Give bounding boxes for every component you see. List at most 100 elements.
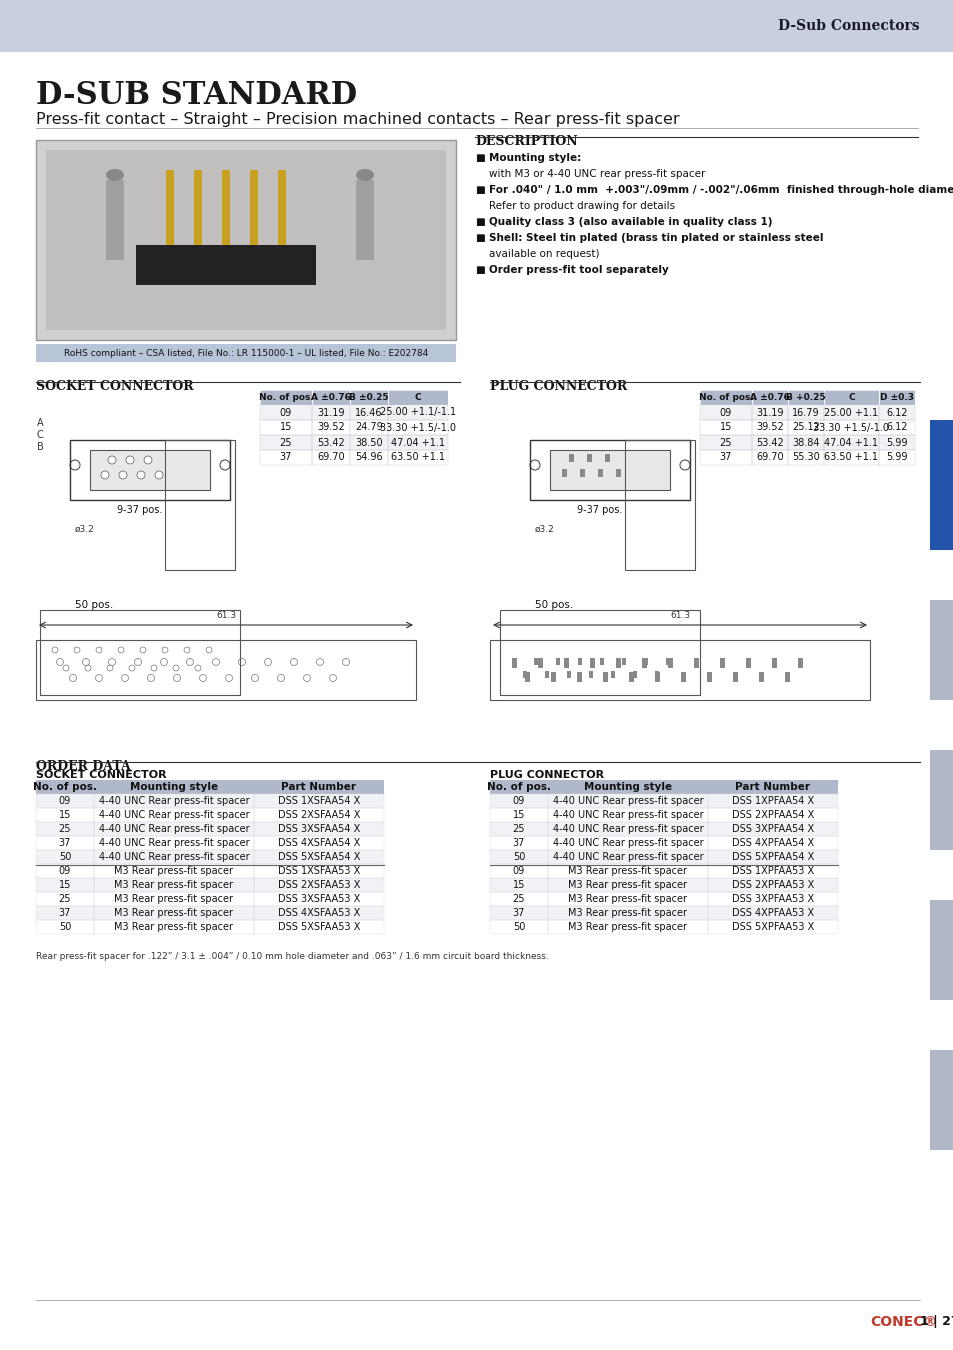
Bar [490, 780, 837, 794]
Bar [253, 809, 384, 822]
Bar [312, 390, 350, 405]
Text: 38.50: 38.50 [355, 437, 382, 447]
Bar [707, 878, 837, 892]
Bar [751, 435, 787, 450]
Circle shape [303, 675, 310, 682]
Bar [0, 0, 953, 53]
Circle shape [151, 666, 157, 671]
Circle shape [342, 659, 349, 666]
Bar [490, 809, 547, 822]
Text: 09: 09 [513, 796, 524, 806]
Bar [700, 390, 751, 405]
Text: B: B [36, 441, 43, 452]
Bar [561, 468, 566, 477]
Text: 33.30 +1.5/-1.0: 33.30 +1.5/-1.0 [379, 423, 456, 432]
Bar [751, 390, 787, 405]
Bar [547, 822, 707, 836]
Text: DSS 1XPFAA54 X: DSS 1XPFAA54 X [731, 796, 813, 806]
Bar [878, 390, 914, 405]
Text: 15: 15 [59, 810, 71, 819]
Circle shape [140, 647, 146, 653]
Bar [547, 822, 707, 836]
Text: 16.46: 16.46 [355, 408, 382, 417]
Text: For .040" / 1.0 mm  +.003"/.09mm / -.002"/.06mm  finished through-hole diameter: For .040" / 1.0 mm +.003"/.09mm / -.002"… [489, 185, 953, 194]
Bar [36, 640, 416, 701]
Bar [36, 836, 94, 850]
Bar [547, 919, 707, 934]
Circle shape [137, 471, 145, 479]
Bar [530, 440, 689, 500]
Bar [350, 390, 388, 405]
Ellipse shape [106, 169, 124, 181]
Bar [878, 420, 914, 435]
Text: 53.42: 53.42 [756, 437, 783, 447]
Bar [90, 450, 210, 490]
Bar [253, 906, 384, 919]
Bar [350, 450, 388, 464]
Bar [700, 435, 751, 450]
Text: C: C [415, 393, 421, 402]
Text: 69.70: 69.70 [316, 452, 344, 463]
Bar [787, 390, 823, 405]
Bar [222, 170, 230, 261]
Text: SOCKET CONNECTOR: SOCKET CONNECTOR [36, 769, 167, 780]
Text: D-Sub Connectors: D-Sub Connectors [778, 19, 919, 32]
Text: 25: 25 [512, 824, 525, 834]
Text: DSS 5XSFAA54 X: DSS 5XSFAA54 X [277, 852, 360, 863]
Circle shape [96, 647, 102, 653]
Circle shape [213, 659, 219, 666]
Text: Refer to product drawing for details: Refer to product drawing for details [489, 201, 675, 211]
Bar [350, 435, 388, 450]
Bar [700, 420, 751, 435]
Text: 69.70: 69.70 [756, 452, 783, 463]
Bar [94, 794, 253, 809]
Text: 50: 50 [513, 922, 525, 931]
Bar [490, 919, 547, 934]
Bar [36, 809, 94, 822]
Bar [253, 878, 384, 892]
Bar [253, 836, 384, 850]
Bar [36, 794, 94, 809]
Bar [388, 450, 448, 464]
Text: 09: 09 [513, 865, 524, 876]
Text: Quality class 3 (also available in quality class 1): Quality class 3 (also available in quali… [489, 217, 772, 227]
Bar [751, 420, 787, 435]
Bar [929, 751, 953, 850]
Text: DSS 4XSFAA54 X: DSS 4XSFAA54 X [277, 838, 359, 848]
Bar [490, 878, 547, 892]
Bar [388, 390, 448, 405]
Circle shape [126, 456, 133, 464]
Text: A: A [36, 418, 43, 428]
Text: 4-40 UNC Rear press-fit spacer: 4-40 UNC Rear press-fit spacer [98, 810, 249, 819]
Text: B ±0.25: B ±0.25 [349, 393, 389, 402]
Text: ø3.2: ø3.2 [75, 525, 94, 535]
Text: M3 Rear press-fit spacer: M3 Rear press-fit spacer [568, 880, 687, 890]
Bar [36, 809, 94, 822]
Text: 25: 25 [59, 824, 71, 834]
Bar [224, 255, 228, 279]
Text: DSS 5XSFAA53 X: DSS 5XSFAA53 X [277, 922, 360, 931]
Bar [260, 435, 312, 450]
Text: Mounting style: Mounting style [583, 782, 671, 792]
Bar [707, 850, 837, 864]
Bar [823, 450, 878, 464]
Text: 31.19: 31.19 [756, 408, 783, 417]
Text: 15: 15 [513, 880, 525, 890]
Bar [547, 864, 707, 878]
Bar [94, 878, 253, 892]
Bar [823, 450, 878, 464]
Text: 37: 37 [720, 452, 731, 463]
Text: ø3.2: ø3.2 [535, 525, 554, 535]
Text: 63.50 +1.1: 63.50 +1.1 [391, 452, 444, 463]
Text: 61.3: 61.3 [669, 612, 689, 620]
Text: No. of pos.: No. of pos. [486, 782, 551, 792]
Bar [253, 794, 384, 809]
Text: No. of pos.: No. of pos. [698, 393, 753, 402]
Circle shape [95, 675, 102, 682]
Text: M3 Rear press-fit spacer: M3 Rear press-fit spacer [114, 880, 233, 890]
Text: available on request): available on request) [489, 248, 598, 259]
Bar [707, 836, 837, 850]
Circle shape [277, 675, 284, 682]
Bar [693, 657, 699, 668]
Circle shape [225, 675, 233, 682]
